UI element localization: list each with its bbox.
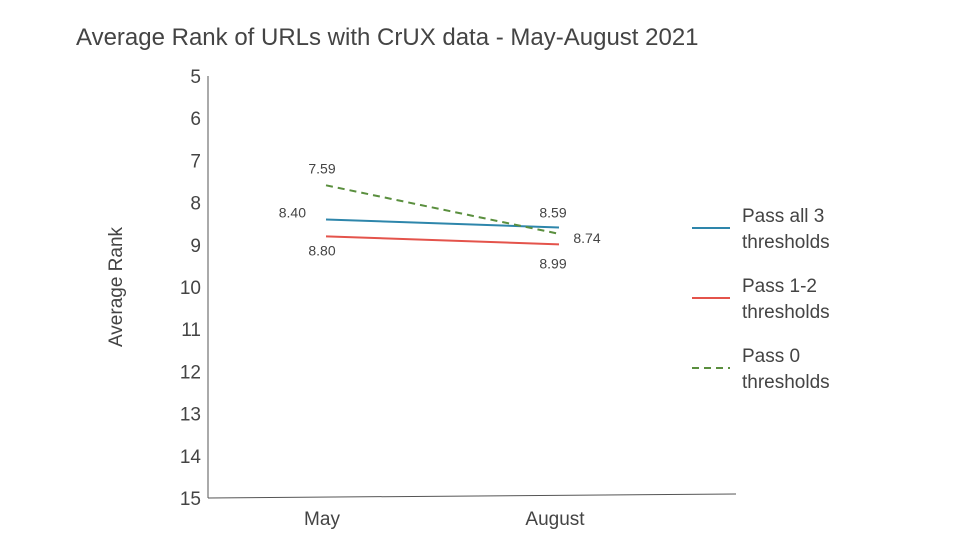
y-tick-label: 13 bbox=[180, 405, 201, 426]
y-tick-label: 6 bbox=[190, 109, 201, 130]
data-label: 7.59 bbox=[308, 160, 335, 176]
y-tick-label: 14 bbox=[180, 447, 202, 468]
data-labels: 8.40 8.59 8.80 8.99 7.59 8.74 bbox=[279, 160, 601, 271]
x-tick-labels: May August bbox=[304, 509, 585, 530]
legend: Pass all 3 thresholds Pass 1-2 thresholds Pa… bbox=[692, 206, 830, 393]
legend-entry-label: thresholds bbox=[742, 302, 830, 323]
y-tick-label: 7 bbox=[190, 151, 201, 172]
series-line-2 bbox=[325, 184, 560, 235]
legend-entry-label: thresholds bbox=[742, 372, 830, 393]
legend-entry-label: Pass 1-2 bbox=[742, 276, 817, 297]
data-label: 8.80 bbox=[308, 242, 335, 258]
x-tick-label: May bbox=[304, 509, 340, 530]
series-line-0 bbox=[325, 218, 560, 229]
x-axis-line bbox=[207, 493, 737, 499]
x-tick-label: August bbox=[525, 509, 585, 530]
y-tick-label: 8 bbox=[190, 194, 201, 215]
data-label: 8.99 bbox=[539, 255, 566, 271]
legend-entry-label: thresholds bbox=[742, 232, 830, 253]
series-line-1 bbox=[325, 235, 560, 246]
y-tick-label: 12 bbox=[180, 362, 201, 383]
y-tick-labels: 5 6 7 8 9 10 11 12 13 14 15 bbox=[180, 67, 202, 510]
y-tick-label: 11 bbox=[181, 320, 201, 341]
legend-entry-label: Pass 0 bbox=[742, 346, 800, 367]
y-tick-label: 5 bbox=[190, 67, 201, 88]
y-tick-label: 9 bbox=[190, 236, 201, 257]
y-tick-label: 10 bbox=[180, 278, 201, 299]
legend-entry-label: Pass all 3 bbox=[742, 206, 824, 227]
y-tick-label: 15 bbox=[180, 489, 201, 510]
chart-title: Average Rank of URLs with CrUX data - Ma… bbox=[76, 24, 699, 51]
y-axis-label: Average Rank bbox=[106, 226, 127, 347]
data-label: 8.59 bbox=[539, 204, 566, 220]
data-label: 8.74 bbox=[573, 230, 600, 246]
series-lines bbox=[325, 184, 560, 246]
data-label: 8.40 bbox=[279, 204, 306, 220]
